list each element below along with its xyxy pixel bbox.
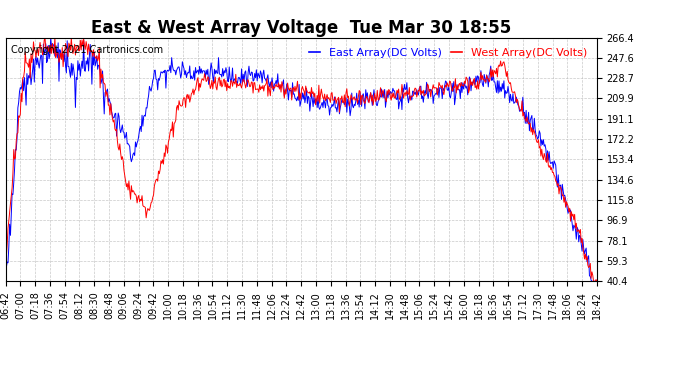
West Array(DC Volts) [41, 35, 49, 40]
East Array(DC Volts) [134, 138, 142, 143]
West Array(DC Volts) [74, 44, 82, 48]
West Array(DC Volts) [374, 97, 382, 102]
East Array(DC Volts) [165, 68, 173, 73]
Title: East & West Array Voltage  Tue Mar 30 18:55: East & West Array Voltage Tue Mar 30 18:… [91, 20, 511, 38]
East Array(DC Volts) [12, 148, 20, 152]
East Array(DC Volts) [391, 94, 400, 98]
Text: Copyright 2021 Cartronics.com: Copyright 2021 Cartronics.com [12, 45, 164, 55]
West Array(DC Volts) [589, 279, 598, 284]
East Array(DC Volts) [374, 99, 382, 104]
East Array(DC Volts) [47, 35, 55, 40]
East Array(DC Volts) [593, 279, 601, 284]
West Array(DC Volts) [134, 195, 142, 200]
East Array(DC Volts) [1, 279, 10, 284]
West Array(DC Volts) [12, 139, 20, 144]
Line: West Array(DC Volts): West Array(DC Volts) [6, 38, 597, 281]
West Array(DC Volts) [593, 279, 601, 284]
West Array(DC Volts) [391, 96, 400, 100]
West Array(DC Volts) [165, 136, 173, 141]
East Array(DC Volts) [74, 58, 82, 63]
Legend: East Array(DC Volts), West Array(DC Volts): East Array(DC Volts), West Array(DC Volt… [304, 43, 591, 62]
Line: East Array(DC Volts): East Array(DC Volts) [6, 38, 597, 281]
West Array(DC Volts) [1, 271, 10, 276]
